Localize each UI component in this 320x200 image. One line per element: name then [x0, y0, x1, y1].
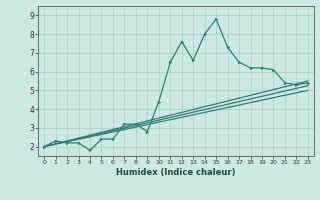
- X-axis label: Humidex (Indice chaleur): Humidex (Indice chaleur): [116, 168, 236, 177]
